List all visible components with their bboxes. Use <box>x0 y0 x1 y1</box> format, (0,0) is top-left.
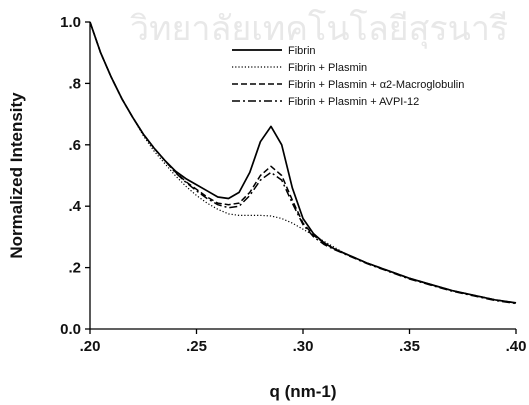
axes-layer: .20 .25 .30 .35 .40 0.0 .2 .4 .6 .8 1.0 <box>60 14 526 355</box>
legend-label-4: Fibrin + Plasmin + AVPI-12 <box>288 96 419 108</box>
legend-label-2: Fibrin + Plasmin <box>288 62 367 74</box>
series-layer <box>89 21 517 305</box>
y-tick-label: .4 <box>68 198 81 215</box>
x-tick-label: .25 <box>186 338 207 355</box>
series-line-2 <box>89 21 517 304</box>
legend-label-1: Fibrin <box>288 45 316 57</box>
y-tick-label: .8 <box>68 75 81 92</box>
watermark-text: วิทยาลัยเทคโนโลยีสุรนารี <box>130 9 508 49</box>
y-tick-label: .6 <box>68 137 81 154</box>
legend: Fibrin Fibrin + Plasmin Fibrin + Plasmin +… <box>232 45 464 108</box>
x-tick-label: .20 <box>80 338 101 355</box>
series-line-4 <box>89 21 517 305</box>
legend-label-3: Fibrin + Plasmin + α2-Macroglobulin <box>288 79 464 91</box>
x-tick-label: .35 <box>399 338 420 355</box>
y-axis-title: Normalized Intensity <box>7 92 26 259</box>
y-tick-label: .2 <box>68 260 81 277</box>
x-tick-label: .40 <box>506 338 527 355</box>
y-tick-label: 1.0 <box>60 14 81 31</box>
y-tick-label: 0.0 <box>60 321 81 338</box>
x-tick-label: .30 <box>293 338 314 355</box>
x-axis-title: q (nm-1) <box>269 382 336 401</box>
